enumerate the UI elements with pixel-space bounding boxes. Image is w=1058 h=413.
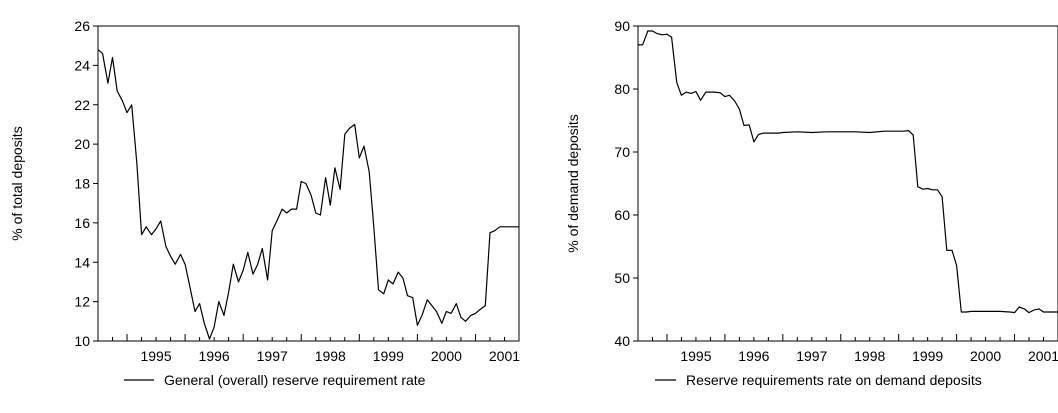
x-tick-label: 1996 (199, 348, 230, 364)
x-tick-label: 1997 (796, 348, 827, 364)
chart-general-reserve-rate: 10 12 14 16 18 20 22 24 26 1995 1996 1997 1998 1999 20… (9, 18, 520, 388)
y-tick-label: 26 (74, 18, 90, 34)
y-tick-label: 60 (614, 207, 630, 223)
x-tick-label: 1998 (315, 348, 346, 364)
y-tick-label: 18 (74, 176, 90, 192)
y-tick-label: 24 (74, 57, 90, 73)
y-axis-label: % of demand deposits (565, 114, 581, 253)
x-tick-label: 2000 (970, 348, 1001, 364)
x-tick-label: 1995 (140, 348, 171, 364)
y-tick-label: 10 (74, 333, 90, 349)
y-tick-label: 40 (614, 333, 630, 349)
y-tick-label: 50 (614, 270, 630, 286)
x-tick-label: 1999 (912, 348, 943, 364)
x-tick-label: 1995 (680, 348, 711, 364)
y-tick-label: 80 (614, 81, 630, 97)
series-line (97, 49, 519, 340)
y-tick-label: 16 (74, 215, 90, 231)
x-tick-label: 2001 (489, 348, 520, 364)
x-tick-label: 2000 (431, 348, 462, 364)
x-tick-label: 1996 (738, 348, 769, 364)
y-axis-label: % of total deposits (9, 126, 25, 240)
legend-label: Reserve requirements rate on demand depo… (686, 372, 982, 388)
x-tick-label: 2001 (1028, 348, 1058, 364)
y-tick-label: 90 (614, 18, 630, 34)
plot-frame (97, 25, 520, 342)
plot-frame (637, 25, 1058, 342)
y-tick-label: 70 (614, 144, 630, 160)
y-tick-label: 14 (74, 254, 90, 270)
y-tick-label: 12 (74, 294, 90, 310)
x-tick-label: 1998 (854, 348, 885, 364)
series-line (638, 30, 1058, 314)
x-tick-label: 1997 (257, 348, 288, 364)
chart-demand-deposit-reserve-rate: 40 50 60 70 80 90 1995 1996 1997 1998 1999 2000 2001… (565, 18, 1058, 388)
legend-label: General (overall) reserve requirement ra… (164, 372, 426, 388)
x-tick-label: 1999 (373, 348, 404, 364)
y-tick-label: 22 (74, 97, 90, 113)
y-tick-label: 20 (74, 136, 90, 152)
